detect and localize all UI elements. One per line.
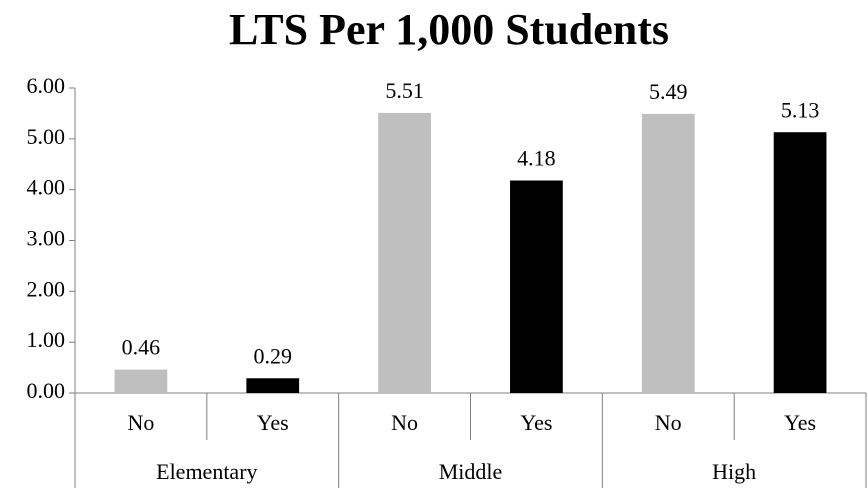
y-tick-label: 3.00 bbox=[27, 226, 66, 251]
bar bbox=[510, 180, 563, 393]
bar bbox=[641, 113, 695, 394]
bar bbox=[114, 369, 168, 393]
bar bbox=[378, 112, 431, 394]
bar bbox=[773, 132, 827, 393]
group-label: Elementary bbox=[156, 459, 257, 484]
value-label: 5.51 bbox=[385, 78, 424, 103]
group-label: High bbox=[712, 459, 756, 484]
x-tick-label: No bbox=[655, 410, 682, 435]
group-label: Middle bbox=[439, 459, 503, 484]
x-tick-label: Yes bbox=[257, 410, 289, 435]
x-tick-label: Yes bbox=[520, 410, 552, 435]
value-label: 0.29 bbox=[254, 343, 293, 368]
y-tick-label: 5.00 bbox=[27, 124, 66, 149]
y-tick-label: 0.00 bbox=[27, 378, 66, 403]
x-tick-label: No bbox=[127, 410, 154, 435]
y-tick-label: 1.00 bbox=[27, 327, 66, 352]
x-tick-label: Yes bbox=[784, 410, 816, 435]
value-label: 5.49 bbox=[649, 79, 688, 104]
chart-title: LTS Per 1,000 Students bbox=[229, 5, 669, 54]
value-label: 0.46 bbox=[122, 335, 161, 360]
value-label: 5.13 bbox=[781, 97, 820, 122]
y-tick-label: 2.00 bbox=[27, 276, 66, 301]
y-tick-label: 6.00 bbox=[27, 73, 66, 98]
bar bbox=[246, 378, 300, 393]
value-label: 4.18 bbox=[517, 146, 556, 171]
y-tick-label: 4.00 bbox=[27, 175, 66, 200]
x-tick-label: No bbox=[391, 410, 418, 435]
